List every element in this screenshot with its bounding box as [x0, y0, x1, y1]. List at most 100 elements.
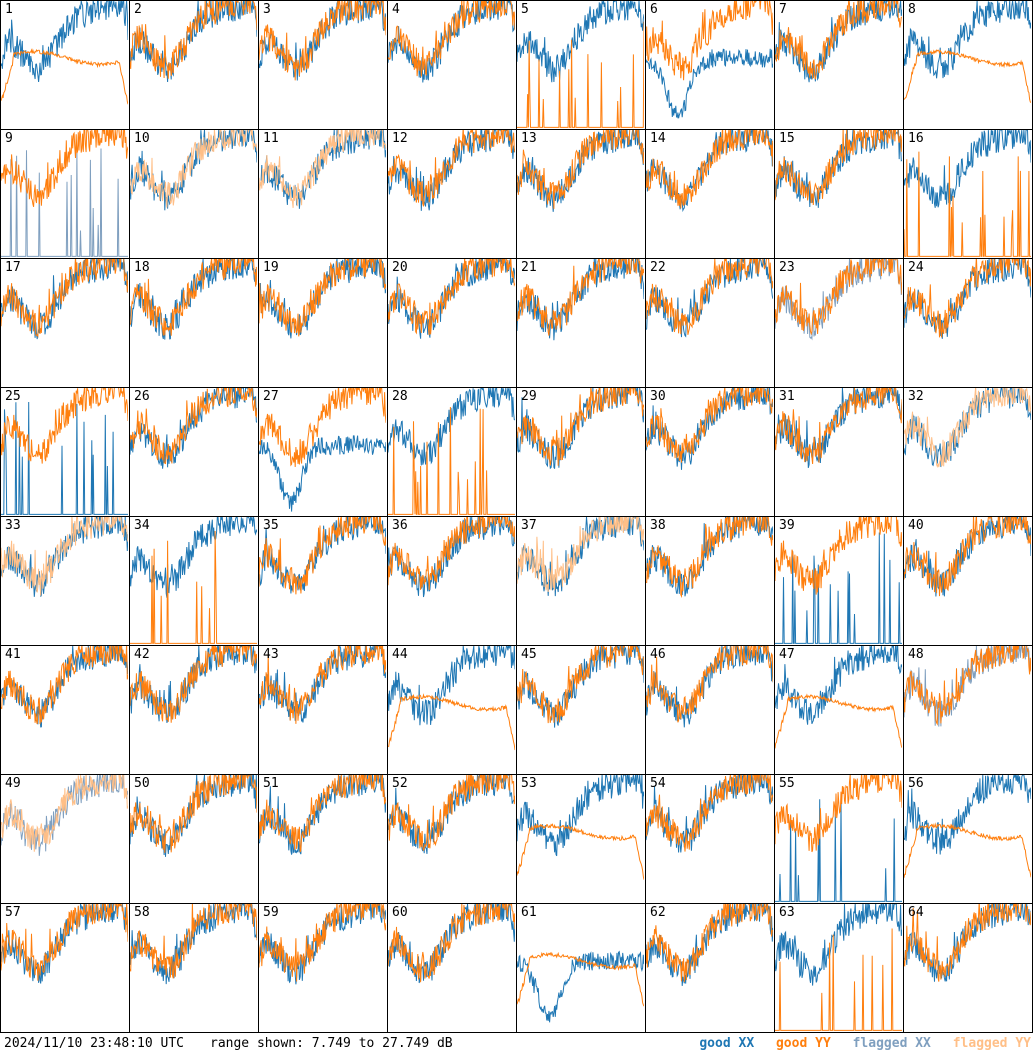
yy-line-45 — [517, 646, 644, 724]
panel-plot-10 — [130, 130, 257, 211]
panel-label-16: 16 — [908, 131, 924, 146]
xx-line-9 — [1, 148, 128, 257]
panel-plot-49 — [1, 775, 128, 856]
panel-label-56: 56 — [908, 776, 924, 791]
panel-label-9: 9 — [5, 131, 13, 146]
yy-line-21 — [517, 259, 644, 336]
yy-line-57 — [1, 904, 128, 981]
xx-line-2 — [130, 1, 257, 83]
panel-plot-34 — [130, 517, 257, 644]
panel-label-6: 6 — [650, 2, 658, 17]
panel-27: 27 — [258, 387, 388, 517]
yy-line-20 — [388, 259, 515, 336]
panel-16: 16 — [903, 129, 1033, 259]
panel-label-48: 48 — [908, 647, 924, 662]
panel-label-3: 3 — [263, 2, 271, 17]
yy-line-5 — [517, 21, 644, 128]
panel-label-62: 62 — [650, 905, 666, 920]
panel-label-7: 7 — [779, 2, 787, 17]
panel-38: 38 — [645, 516, 775, 646]
panel-plot-48 — [904, 646, 1031, 727]
panel-8: 8 — [903, 0, 1033, 130]
xx-line-23 — [775, 259, 902, 341]
panel-label-35: 35 — [263, 518, 279, 533]
panel-plot-58 — [130, 904, 257, 985]
panel-plot-25 — [1, 388, 128, 515]
panel-label-49: 49 — [5, 776, 21, 791]
yy-line-36 — [388, 517, 515, 590]
panel-plot-57 — [1, 904, 128, 984]
yy-line-54 — [646, 775, 773, 852]
yy-line-37 — [517, 517, 644, 593]
panel-34: 34 — [129, 516, 259, 646]
panel-55: 55 — [774, 774, 904, 904]
yy-line-19 — [259, 259, 386, 337]
yy-line-31 — [775, 388, 902, 465]
panel-18: 18 — [129, 258, 259, 388]
panel-49: 49 — [0, 774, 130, 904]
panel-label-36: 36 — [392, 518, 408, 533]
yy-line-48 — [904, 646, 1031, 726]
legend-good-yy: good YY — [775, 1036, 831, 1051]
yy-line-15 — [775, 130, 902, 206]
panel-plot-22 — [646, 259, 773, 338]
xx-line-55 — [775, 798, 902, 902]
xx-line-27 — [259, 435, 386, 512]
panel-21: 21 — [516, 258, 646, 388]
yy-line-46 — [646, 646, 773, 723]
panel-label-22: 22 — [650, 260, 666, 275]
panel-plot-21 — [517, 259, 644, 341]
yy-line-38 — [646, 517, 773, 599]
panel-plot-39 — [775, 517, 902, 644]
panel-label-64: 64 — [908, 905, 924, 920]
yy-line-25 — [1, 388, 128, 464]
panel-plot-5 — [517, 1, 644, 128]
panel-label-59: 59 — [263, 905, 279, 920]
panel-63: 63 — [774, 903, 904, 1033]
xx-line-7 — [775, 1, 902, 83]
panel-11: 11 — [258, 129, 388, 259]
panel-label-25: 25 — [5, 389, 21, 404]
yy-line-23 — [775, 259, 902, 336]
timestamp: 2024/11/10 23:48:10 UTC — [4, 1036, 185, 1051]
panel-25: 25 — [0, 387, 130, 517]
panel-plot-18 — [130, 259, 257, 340]
panel-44: 44 — [387, 645, 517, 775]
panel-46: 46 — [645, 645, 775, 775]
yy-line-16 — [904, 151, 1031, 257]
panel-57: 57 — [0, 903, 130, 1033]
panel-label-21: 21 — [521, 260, 537, 275]
panel-plot-8 — [904, 1, 1031, 103]
panel-label-11: 11 — [263, 131, 279, 146]
panel-plot-42 — [130, 646, 257, 724]
yy-line-51 — [259, 775, 386, 853]
panel-20: 20 — [387, 258, 517, 388]
xx-line-61 — [517, 950, 644, 1023]
panel-label-44: 44 — [392, 647, 408, 662]
panel-plot-37 — [517, 517, 644, 597]
panel-51: 51 — [258, 774, 388, 904]
panel-label-1: 1 — [5, 2, 13, 17]
yy-line-4 — [388, 1, 515, 77]
panel-label-58: 58 — [134, 905, 150, 920]
yy-line-44 — [388, 693, 515, 751]
panel-plot-2 — [130, 1, 257, 83]
panel-label-57: 57 — [5, 905, 21, 920]
panel-54: 54 — [645, 774, 775, 904]
panel-plot-43 — [259, 646, 386, 724]
yy-line-59 — [259, 904, 386, 982]
panel-61: 61 — [516, 903, 646, 1033]
panel-plot-27 — [259, 388, 386, 512]
panel-plot-13 — [517, 130, 644, 212]
panel-label-54: 54 — [650, 776, 666, 791]
yy-line-26 — [130, 388, 257, 465]
xx-line-44 — [388, 646, 515, 726]
panel-45: 45 — [516, 645, 646, 775]
panel-plot-19 — [259, 259, 386, 339]
panel-label-41: 41 — [5, 647, 21, 662]
panel-1: 1 — [0, 0, 130, 130]
xx-line-58 — [130, 904, 257, 985]
panel-plot-46 — [646, 646, 773, 728]
panel-26: 26 — [129, 387, 259, 517]
